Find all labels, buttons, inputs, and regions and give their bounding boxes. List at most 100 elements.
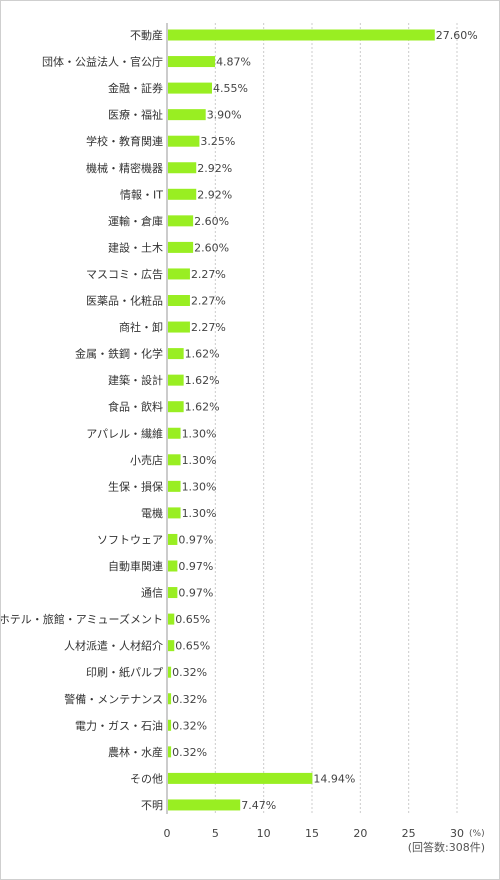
bar	[168, 746, 172, 758]
bar	[168, 613, 175, 625]
value-label: 1.30%	[182, 427, 217, 440]
value-label: 2.92%	[197, 162, 232, 175]
bar	[168, 215, 194, 227]
bar	[168, 241, 194, 253]
category-label: アパレル・繊維	[86, 427, 163, 440]
category-label: 警備・メンテナンス	[64, 692, 163, 706]
bar	[168, 135, 200, 147]
bar	[168, 427, 181, 439]
category-label: 通信	[141, 587, 163, 600]
category-label: マスコミ・広告	[86, 268, 163, 281]
category-label: 食品・飲料	[108, 400, 163, 414]
bar	[168, 666, 172, 678]
category-label: 医薬品・化粧品	[86, 294, 163, 308]
value-label: 2.92%	[197, 188, 232, 201]
category-label: 建築・設計	[108, 373, 163, 387]
category-label: 生保・損保	[108, 479, 163, 493]
value-label: 1.30%	[182, 507, 217, 520]
value-label: 1.62%	[185, 374, 220, 387]
bar	[168, 533, 178, 545]
value-label: 0.97%	[178, 533, 213, 546]
bar	[168, 719, 172, 731]
bar	[168, 587, 178, 599]
value-label: 14.94%	[313, 772, 355, 785]
bar	[168, 162, 197, 174]
value-label: 2.60%	[194, 241, 229, 254]
bar	[168, 348, 184, 360]
bar	[168, 560, 178, 572]
value-label: 0.32%	[172, 719, 207, 732]
category-label: 建設・土木	[108, 240, 163, 254]
value-label: 0.32%	[172, 746, 207, 759]
bar	[168, 640, 175, 652]
bar	[168, 374, 184, 386]
category-label: 金融・証券	[108, 81, 163, 95]
category-label: 印刷・紙パルプ	[86, 665, 163, 679]
value-label: 3.90%	[207, 109, 242, 122]
category-label: 小売店	[130, 453, 163, 467]
x-tick-label: 15	[305, 827, 319, 840]
category-label: 情報・IT	[120, 188, 163, 201]
category-label: 農林・水産	[108, 745, 163, 759]
category-label: 団体・公益法人・官公庁	[42, 55, 163, 69]
bar	[168, 401, 184, 413]
bar	[168, 29, 435, 41]
category-label: 不動産	[130, 28, 163, 42]
x-tick-label: 0	[164, 827, 171, 840]
category-label: ホテル・旅館・アミューズメント	[1, 612, 163, 626]
category-label: 不明	[141, 799, 163, 812]
category-label: 電機	[141, 506, 163, 520]
value-label: 0.97%	[178, 587, 213, 600]
value-label: 7.47%	[241, 799, 276, 812]
x-tick-label: 20	[353, 827, 367, 840]
category-label: その他	[130, 772, 163, 785]
bar	[168, 693, 172, 705]
bar	[168, 507, 181, 519]
bar	[168, 799, 241, 811]
bar	[168, 295, 190, 306]
value-label: 1.30%	[182, 480, 217, 493]
category-label: 機械・精密機器	[86, 161, 163, 175]
value-label: 2.60%	[194, 215, 229, 228]
value-label: 1.62%	[185, 401, 220, 414]
bar	[168, 109, 206, 121]
bar	[168, 188, 197, 200]
category-label: 自動車関連	[108, 559, 163, 573]
x-tick-label: 5	[212, 827, 219, 840]
x-tick-label: 10	[257, 827, 271, 840]
value-label: 2.27%	[191, 295, 226, 308]
value-label: 0.65%	[175, 640, 210, 653]
value-label: 2.27%	[191, 268, 226, 281]
bar	[168, 772, 313, 784]
value-label: 4.87%	[216, 56, 251, 69]
value-label: 0.97%	[178, 560, 213, 573]
category-label: ソフトウェア	[97, 533, 163, 546]
category-label: 商社・卸	[119, 320, 163, 334]
value-label: 4.55%	[213, 82, 248, 95]
bar	[168, 268, 190, 280]
value-label: 1.30%	[182, 454, 217, 467]
value-label: 27.60%	[436, 29, 478, 42]
bar	[168, 321, 190, 333]
value-label: 0.32%	[172, 666, 207, 679]
category-label: 人材派遣・人材紹介	[64, 639, 163, 653]
bar	[168, 82, 212, 94]
value-label: 1.62%	[185, 348, 220, 361]
bar	[168, 56, 216, 68]
category-label: 金属・鉄鋼・化学	[75, 347, 163, 361]
category-label: 医療・福祉	[108, 108, 163, 122]
category-label: 電力・ガス・石油	[75, 718, 163, 732]
x-unit-label: (%)	[469, 829, 485, 839]
category-label: 学校・教育関連	[86, 134, 163, 148]
value-label: 3.25%	[200, 135, 235, 148]
value-label: 2.27%	[191, 321, 226, 334]
x-tick-label: 25	[402, 827, 416, 840]
x-tick-label: 30	[450, 827, 464, 840]
response-count-note: (回答数:308件)	[407, 841, 485, 854]
bar	[168, 480, 181, 492]
value-label: 0.32%	[172, 693, 207, 706]
category-label: 運輸・倉庫	[108, 214, 163, 228]
value-label: 0.65%	[175, 613, 210, 626]
